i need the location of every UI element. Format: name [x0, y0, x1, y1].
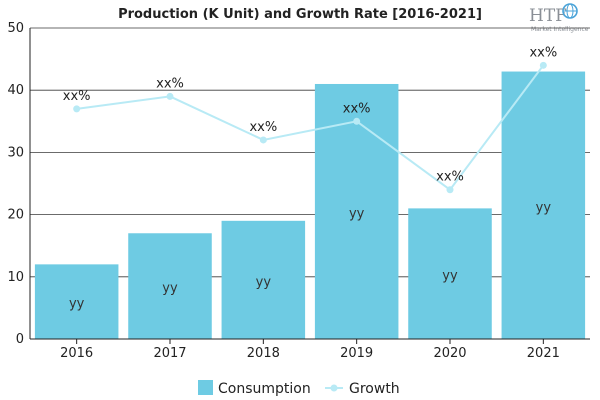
growth-point-label: xx%	[343, 101, 371, 116]
bar-label: yy	[162, 281, 178, 296]
growth-point	[446, 186, 454, 194]
growth-point-label: xx%	[156, 76, 184, 91]
bar	[34, 264, 119, 339]
chart-title: Production (K Unit) and Growth Rate [201…	[118, 7, 482, 22]
logo-subtitle: Market Intelligence	[531, 26, 589, 33]
bar	[221, 220, 306, 339]
growth-point-label: xx%	[63, 89, 91, 104]
legend-label-growth: Growth	[349, 381, 400, 397]
growth-point-label: xx%	[249, 120, 277, 135]
y-tick-label: 40	[7, 83, 24, 98]
bar-label: yy	[256, 275, 272, 290]
bar-label: yy	[69, 297, 85, 312]
growth-line: xx% xx% xx% xx% xx% xx%	[63, 45, 557, 194]
legend-label-consumption: Consumption	[218, 381, 311, 397]
bar	[408, 208, 492, 339]
growth-point-label: xx%	[529, 45, 557, 60]
bar-label: yy	[536, 200, 552, 215]
x-tick-label: 2020	[433, 346, 466, 361]
y-tick-label: 30	[7, 145, 24, 160]
growth-point	[166, 92, 174, 100]
legend: Consumption Growth	[198, 380, 400, 397]
x-tick-label: 2018	[247, 346, 280, 361]
bar-label: yy	[442, 269, 458, 284]
bar-label: yy	[349, 206, 365, 221]
bar	[501, 71, 586, 339]
legend-swatch-consumption	[198, 380, 213, 395]
growth-point	[353, 117, 361, 125]
logo: HTF Market Intelligence	[529, 3, 589, 33]
growth-point-label: xx%	[436, 170, 464, 185]
gridlines	[30, 27, 590, 278]
growth-point	[73, 105, 81, 113]
growth-point	[539, 61, 547, 69]
growth-line-path	[76, 64, 545, 192]
x-tick-label: 2019	[340, 346, 373, 361]
growth-point	[259, 136, 267, 144]
x-tick-label: 2021	[527, 346, 560, 361]
x-tick-label: 2017	[153, 346, 186, 361]
bar	[128, 233, 212, 339]
legend-marker-growth	[330, 384, 338, 392]
bars: yy yy yy yy yy yy	[34, 71, 586, 339]
logo-text: HTF	[529, 6, 567, 26]
axes: 0 10 20 30 40 50 2016 2017 2018 2019 2020 2021	[7, 21, 590, 361]
y-tick-label: 0	[16, 332, 24, 347]
y-tick-label: 10	[7, 270, 24, 285]
globe-icon	[562, 3, 578, 19]
y-tick-label: 20	[7, 208, 24, 223]
y-tick-label: 50	[7, 21, 24, 36]
x-tick-label: 2016	[60, 346, 93, 361]
